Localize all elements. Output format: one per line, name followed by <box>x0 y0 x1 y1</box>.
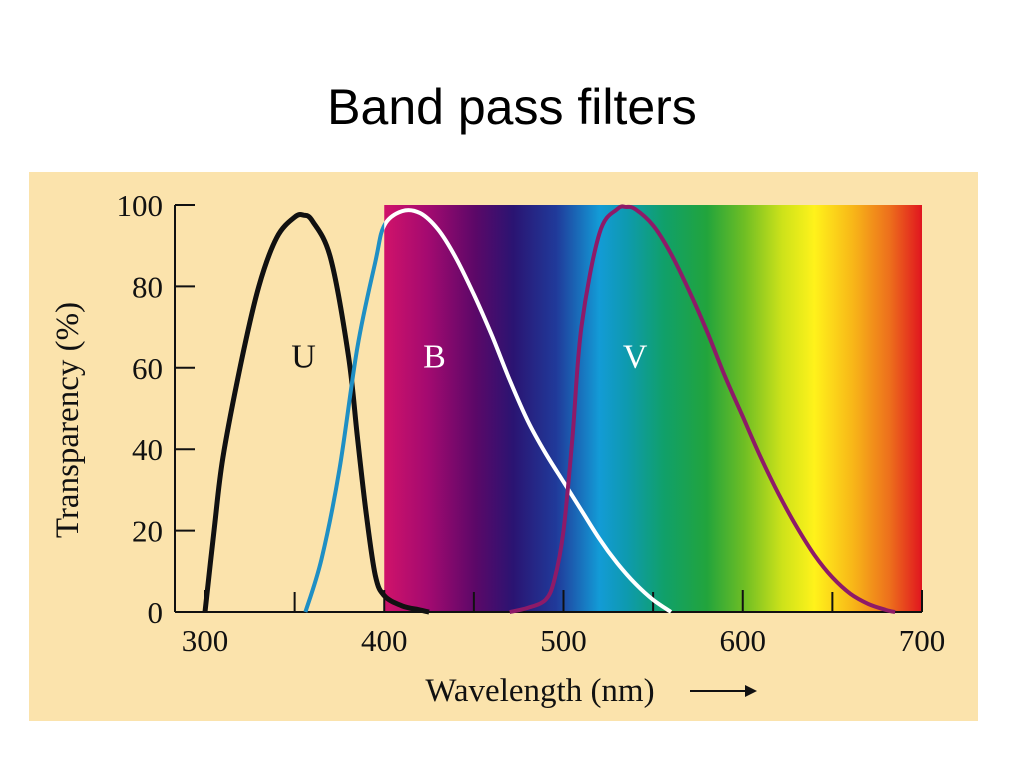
x-tick-label: 700 <box>899 623 946 658</box>
slide-title: Band pass filters <box>327 79 697 135</box>
x-axis-title: Wavelength (nm) <box>425 673 654 709</box>
y-tick-label: 20 <box>132 514 163 549</box>
x-axis-arrow <box>690 685 757 697</box>
y-tick-label: 0 <box>148 595 164 630</box>
series-B-uv-line <box>303 221 385 613</box>
series-label-U: U <box>291 339 316 376</box>
y-tick-label: 60 <box>132 351 163 386</box>
x-tick-label: 300 <box>182 623 229 658</box>
y-tick-label: 80 <box>132 269 163 304</box>
series-label-V: V <box>623 339 648 376</box>
spectrum-band <box>384 205 922 612</box>
x-tick-label: 400 <box>361 623 408 658</box>
series-V-line <box>509 204 896 614</box>
y-tick-label: 40 <box>132 432 163 467</box>
y-tick-label: 100 <box>117 188 164 223</box>
x-tick-label: 500 <box>540 623 587 658</box>
series-label-B: B <box>423 339 446 376</box>
series-B-line <box>384 208 673 614</box>
y-axis-title: Transparency (%) <box>50 302 86 538</box>
series-U-line <box>202 212 430 615</box>
x-tick-label: 600 <box>720 623 767 658</box>
